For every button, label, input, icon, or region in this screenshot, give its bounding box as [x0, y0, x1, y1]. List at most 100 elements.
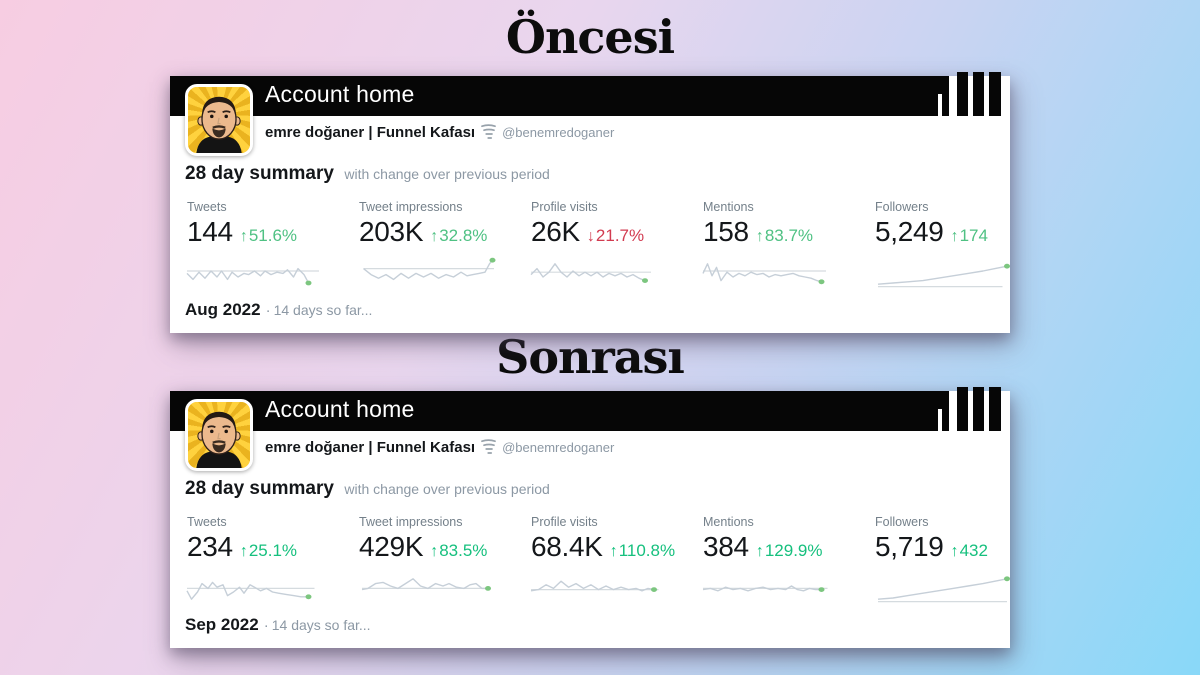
header-notch-decoration [938, 409, 942, 431]
header-stripe-decoration [973, 387, 984, 431]
header-notch-decoration [938, 94, 942, 116]
trend-arrow-icon: ↑ [755, 543, 764, 560]
funnel-emoji-icon [481, 124, 496, 139]
section-title-before: Öncesi [505, 10, 675, 64]
header-stripe-decoration [989, 387, 1001, 431]
sparkline-chart [875, 576, 1010, 610]
stat-value: 158 [703, 216, 749, 247]
header-stripe-decoration [989, 72, 1001, 116]
funnel-emoji-icon [481, 439, 496, 454]
summary-subtitle: with change over previous period [344, 166, 550, 182]
account-row: emre doğaner | Funnel Kafası @benemredog… [265, 123, 614, 141]
page-title: Account home [265, 81, 415, 107]
period-note: 14 days so far... [273, 302, 373, 318]
stat-label: Tweets [187, 200, 227, 214]
trend-arrow-icon: ↑ [430, 228, 439, 245]
stats-row: Tweets 234 ↑25.1% Tweet impressions 429K… [187, 515, 1010, 610]
stat-label: Followers [875, 515, 929, 529]
sparkline-chart [875, 264, 1010, 295]
sparkline-chart [703, 574, 853, 593]
stat-value: 144 [187, 216, 233, 247]
stat-value: 203K [359, 216, 424, 247]
trend-arrow-icon: ↑ [950, 543, 959, 560]
stat-value: 26K [531, 216, 580, 247]
sparkline-chart [359, 258, 496, 295]
stat-change: ↑174 [950, 226, 988, 245]
summary-title: 28 day summary [185, 163, 334, 184]
stat-value: 384 [703, 531, 749, 562]
stat-change: ↓21.7% [586, 226, 645, 245]
trend-arrow-icon: ↑ [239, 228, 248, 245]
stat-value: 234 [187, 531, 233, 562]
stat-mentions: Mentions 384 ↑129.9% [703, 515, 875, 610]
stat-impressions: Tweet impressions 429K ↑83.5% [359, 515, 531, 610]
card-header: Account home [170, 72, 1001, 116]
stat-label: Tweet impressions [359, 515, 463, 529]
stat-label: Profile visits [531, 515, 598, 529]
avatar[interactable] [185, 399, 253, 471]
account-name[interactable]: emre doğaner | Funnel Kafası [265, 438, 476, 456]
sparkline-chart [187, 259, 337, 286]
stat-change: ↑25.1% [239, 541, 298, 560]
stat-label: Tweets [187, 515, 227, 529]
stats-row: Tweets 144 ↑51.6% Tweet impressions 203K… [187, 200, 1010, 295]
stat-tweets: Tweets 234 ↑25.1% [187, 515, 359, 610]
stat-followers: Followers 5,719 ↑432 [875, 515, 1047, 610]
section-title-after: Sonrası [496, 330, 685, 384]
card-header: Account home [170, 387, 1001, 431]
stat-value: 5,719 [875, 531, 944, 562]
stat-value: 429K [359, 531, 424, 562]
sparkline-chart [187, 574, 337, 610]
stat-label: Followers [875, 200, 929, 214]
stat-change: ↑83.5% [430, 541, 488, 560]
stat-tweets: Tweets 144 ↑51.6% [187, 200, 359, 295]
stat-label: Tweet impressions [359, 200, 463, 214]
sparkline-chart [531, 259, 681, 284]
period-footer: Sep 2022 · 14 days so far... [185, 615, 371, 635]
stat-value: 5,249 [875, 216, 944, 247]
stat-change: ↑83.7% [755, 226, 814, 245]
stat-change: ↑32.8% [430, 226, 488, 245]
page-title: Account home [265, 396, 415, 422]
analytics-card-after: Account home emre doğaner | Funnel Kafas… [170, 387, 1010, 648]
trend-arrow-icon: ↑ [239, 543, 248, 560]
summary-heading: 28 day summary with change over previous… [185, 478, 550, 500]
stat-value: 68.4K [531, 531, 603, 562]
sparkline-chart [531, 574, 681, 593]
summary-title: 28 day summary [185, 478, 334, 499]
analytics-card-before: Account home emre doğaner | Funnel Kafas… [170, 72, 1010, 333]
account-handle[interactable]: @benemredoganer [502, 124, 615, 140]
stat-impressions: Tweet impressions 203K ↑32.8% [359, 200, 531, 295]
avatar[interactable] [185, 84, 253, 156]
stat-mentions: Mentions 158 ↑83.7% [703, 200, 875, 295]
period-label: Sep 2022 [185, 615, 259, 634]
header-stripe-decoration [973, 72, 984, 116]
period-footer: Aug 2022 · 14 days so far... [185, 300, 372, 320]
stat-change: ↑129.9% [755, 541, 823, 560]
stat-change: ↑51.6% [239, 226, 298, 245]
stat-label: Mentions [703, 200, 754, 214]
trend-arrow-icon: ↓ [586, 228, 595, 245]
header-stripe-decoration [957, 72, 968, 116]
stat-label: Profile visits [531, 200, 598, 214]
account-name[interactable]: emre doğaner | Funnel Kafası [265, 123, 476, 141]
summary-heading: 28 day summary with change over previous… [185, 163, 550, 185]
trend-arrow-icon: ↑ [609, 543, 618, 560]
account-handle[interactable]: @benemredoganer [502, 439, 615, 455]
sparkline-chart [703, 259, 853, 285]
stat-label: Mentions [703, 515, 754, 529]
avatar-face-illustration [196, 411, 242, 468]
separator-dot: · [263, 617, 269, 634]
stat-change: ↑110.8% [609, 541, 676, 560]
avatar-face-illustration [196, 96, 242, 153]
trend-arrow-icon: ↑ [755, 228, 764, 245]
separator-dot: · [265, 302, 271, 319]
sparkline-chart [359, 574, 491, 592]
account-row: emre doğaner | Funnel Kafası @benemredog… [265, 438, 614, 456]
header-stripe-decoration [957, 387, 968, 431]
trend-arrow-icon: ↑ [430, 543, 439, 560]
period-note: 14 days so far... [271, 617, 371, 633]
stat-followers: Followers 5,249 ↑174 [875, 200, 1047, 295]
summary-subtitle: with change over previous period [344, 481, 550, 497]
